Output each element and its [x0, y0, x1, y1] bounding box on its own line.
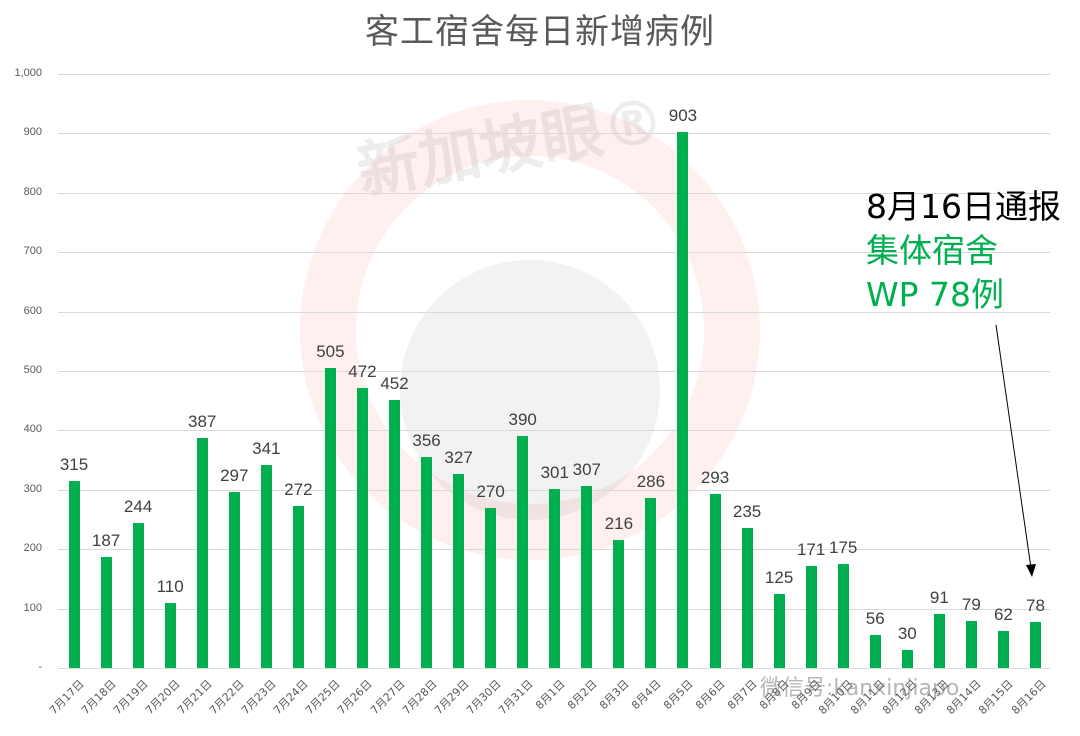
y-tick-label: 700: [23, 245, 42, 258]
bar-value-label: 297: [220, 465, 249, 485]
gridline: [58, 311, 1050, 313]
bar-value-label: 30: [897, 624, 917, 644]
bar: [709, 493, 721, 668]
bar-value-label: 327: [444, 447, 473, 467]
chart-title: 客工宿舍每日新增病例: [365, 12, 715, 52]
bar: [901, 650, 913, 668]
bar: [292, 506, 304, 668]
bar: [100, 556, 112, 668]
bar-value-label: 270: [476, 481, 505, 501]
bar: [741, 528, 753, 668]
y-tick-label: 200: [23, 542, 42, 555]
bar-value-label: 56: [865, 608, 885, 628]
y-tick-label: -: [38, 661, 42, 673]
bar: [324, 368, 336, 668]
bar: [517, 436, 529, 668]
annotation-dorm: 集体宿舍: [866, 231, 998, 270]
bar-value-label: 272: [284, 480, 313, 500]
bar-value-label: 286: [636, 472, 666, 492]
y-tick-label: 300: [23, 482, 42, 495]
bar-value-label: 307: [572, 459, 601, 479]
bar-value-label: 356: [412, 430, 441, 450]
y-tick-label: 500: [23, 364, 42, 376]
bar: [421, 456, 433, 668]
bar: [132, 523, 144, 668]
bar-value-label: 171: [796, 540, 826, 560]
bar-value-label: 505: [316, 342, 345, 362]
watermark-eye: [400, 260, 660, 520]
bar: [997, 631, 1009, 668]
bar: [485, 507, 497, 668]
gridline: [58, 430, 1050, 432]
y-tick-label: 1,000: [14, 67, 42, 79]
annotation-count: WP 78例: [866, 275, 1005, 314]
bar-value-label: 387: [188, 412, 217, 432]
bar-value-label: 125: [764, 567, 794, 587]
bar: [389, 399, 400, 668]
gridline: [58, 133, 1050, 135]
gridline: [58, 192, 1050, 194]
bar: [965, 621, 977, 668]
y-tick-label: 400: [23, 423, 42, 436]
bar: [869, 634, 881, 668]
y-tick-label: 100: [23, 601, 42, 614]
bar-value-label: 110: [156, 576, 184, 596]
bar: [356, 387, 368, 668]
bar-value-label: 187: [91, 530, 121, 550]
bar-value-label: 175: [829, 538, 858, 558]
y-tick-label: 600: [23, 304, 42, 317]
bar: [453, 473, 465, 668]
bar: [164, 602, 176, 668]
bar: [68, 480, 80, 668]
y-tick-label: 800: [23, 185, 42, 198]
bar: [1030, 621, 1041, 668]
bar: [581, 485, 593, 668]
bar: [645, 498, 657, 668]
wechat-watermark: 微信号:kanxinjiapo: [760, 676, 960, 701]
bar-value-label: 62: [993, 605, 1013, 625]
bar: [196, 438, 208, 668]
bar-value-label: 244: [123, 497, 153, 517]
bar: [837, 564, 849, 668]
bar: [613, 539, 625, 668]
bar-value-label: 79: [961, 595, 981, 615]
bar: [549, 489, 561, 668]
bar: [773, 593, 785, 668]
y-tick-label: 900: [23, 126, 42, 139]
bar-value-label: 216: [604, 513, 634, 533]
bar: [228, 491, 240, 668]
bar: [260, 465, 272, 668]
gridline: [58, 74, 1050, 75]
annotation-date: 8月16日通报: [866, 187, 1061, 226]
bar-value-label: 452: [380, 373, 409, 393]
bar-value-label: 903: [668, 105, 698, 125]
gridline: [58, 252, 1050, 254]
bar-value-label: 315: [59, 454, 89, 474]
bar: [933, 613, 945, 668]
bar-value-label: 235: [732, 502, 762, 522]
bar-value-label: 91: [929, 587, 949, 607]
bar-value-label: 390: [508, 410, 537, 430]
bar: [805, 566, 817, 668]
bar-value-label: 293: [700, 467, 730, 487]
bar-value-label: 341: [252, 439, 281, 459]
bar: [677, 131, 689, 668]
bar-value-label: 301: [540, 463, 569, 483]
gridline: [58, 371, 1050, 372]
bar-value-label: 78: [1026, 595, 1045, 615]
x-axis-line: [58, 668, 1050, 669]
bar-value-label: 472: [348, 361, 377, 381]
